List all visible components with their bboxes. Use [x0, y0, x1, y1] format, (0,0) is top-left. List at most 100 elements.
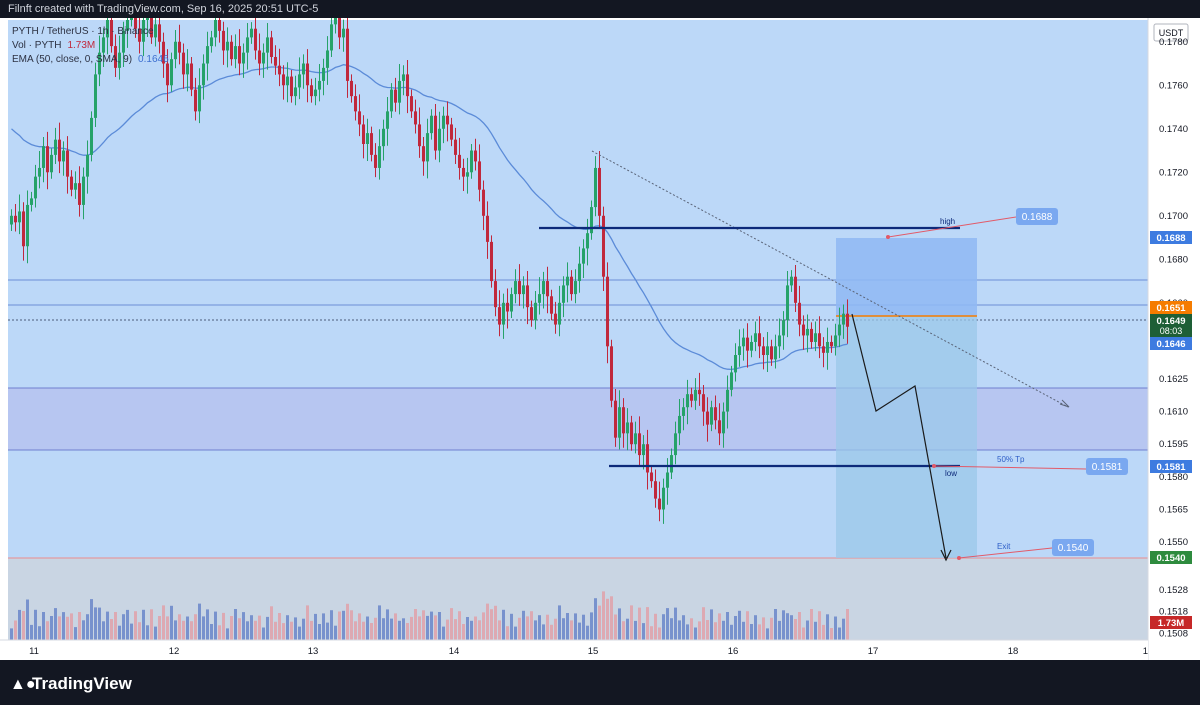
volume-bar	[10, 628, 13, 640]
candle-body	[746, 337, 749, 351]
candle-body	[574, 281, 577, 295]
candle-body	[26, 204, 29, 247]
volume-bar	[138, 622, 141, 640]
volume-bar	[130, 623, 133, 640]
volume-bar	[122, 614, 125, 640]
candle-body	[502, 302, 505, 325]
chart-legend[interactable]: PYTH / TetherUS · 1h · Binance Vol · PYT…	[12, 26, 169, 65]
candle-body	[402, 74, 405, 81]
candle-body	[318, 80, 321, 90]
volume-bar	[458, 611, 461, 640]
volume-bar	[770, 617, 773, 640]
candle-body	[758, 333, 761, 347]
volume-bar	[646, 607, 649, 640]
volume-bar	[342, 610, 345, 640]
candle-body	[182, 52, 185, 75]
tp-price-tag	[1150, 460, 1192, 473]
candle-body	[322, 67, 325, 81]
volume-bar	[334, 625, 337, 640]
volume-bar	[782, 610, 785, 640]
tp-callout-box[interactable]	[1086, 458, 1128, 475]
chart-area[interactable]: high low 0.1688 50% Tp 0.1581 Exit 0.154…	[0, 0, 1200, 660]
volume-bar	[378, 605, 381, 640]
candle-body	[90, 117, 93, 155]
volume-bar	[186, 616, 189, 640]
volume-bar	[70, 613, 73, 640]
volume-bar	[118, 625, 121, 640]
projection-path[interactable]	[851, 313, 947, 559]
volume-bar	[414, 609, 417, 640]
candle-body	[734, 355, 737, 373]
candle-body	[838, 324, 841, 336]
volume-bar	[174, 620, 177, 640]
candle-body	[238, 46, 241, 64]
high-callout-line	[887, 216, 1017, 238]
candle-body	[774, 346, 777, 360]
price-tick-label: 0.1720	[1159, 167, 1188, 178]
volume-bar	[606, 598, 609, 640]
projection-arrow-icon	[940, 549, 952, 562]
candle-body	[374, 154, 377, 168]
candle-body	[230, 41, 233, 60]
candle-body	[478, 161, 481, 190]
high-callout-box[interactable]	[1016, 208, 1058, 225]
candle-body	[158, 24, 161, 42]
volume-bar	[678, 620, 681, 640]
candle-body	[194, 89, 197, 112]
candle-body	[290, 76, 293, 97]
candle-body	[378, 146, 381, 168]
volume-bar	[50, 616, 53, 640]
candle-body	[610, 346, 613, 401]
volume-bar	[610, 596, 613, 640]
volume-bar	[502, 609, 505, 640]
volume-bar	[362, 621, 365, 640]
time-tick-label: 16	[728, 646, 739, 657]
candle-body	[414, 111, 417, 125]
time-axis[interactable]	[0, 640, 1148, 660]
candle-body	[14, 215, 17, 223]
candle-body	[522, 285, 525, 295]
candle-body	[162, 41, 165, 64]
price-chart[interactable]: high low 0.1688 50% Tp 0.1581 Exit 0.154…	[0, 0, 1200, 660]
candle-body	[306, 63, 309, 86]
volume-bar	[470, 620, 473, 640]
candle-body	[646, 444, 649, 473]
candle-body	[794, 276, 797, 303]
volume-bar	[550, 624, 553, 640]
candle-body	[810, 328, 813, 342]
candle-body	[66, 150, 69, 177]
volume-bar	[218, 625, 221, 640]
volume-bar	[142, 609, 145, 640]
time-tick-label: 14	[449, 646, 460, 657]
volume-bar	[702, 607, 705, 640]
price-tick-label: 0.1518	[1159, 607, 1188, 618]
candle-body	[802, 324, 805, 336]
candle-body	[62, 150, 65, 162]
exit-callout-box[interactable]	[1052, 539, 1094, 556]
volume-bar	[658, 627, 661, 640]
candle-body	[706, 411, 709, 425]
volume-bar	[234, 609, 237, 640]
candle-body	[198, 85, 201, 112]
candle-body	[434, 115, 437, 151]
tp-price-tag-text: 0.1581	[1156, 462, 1186, 473]
volume-bar	[598, 605, 601, 640]
candle-body	[614, 400, 617, 438]
volume-bar	[738, 610, 741, 640]
volume-bar	[166, 616, 169, 640]
volume-bar	[454, 619, 457, 640]
candle-body	[490, 241, 493, 282]
candle-body	[390, 89, 393, 112]
volume-bar	[134, 611, 137, 640]
candle-body	[274, 56, 277, 66]
candle-body	[254, 28, 257, 51]
candle-body	[418, 124, 421, 147]
candle-body	[166, 63, 169, 86]
volume-bar	[622, 621, 625, 640]
volume-bar	[434, 615, 437, 640]
volume-bar	[46, 621, 49, 640]
currency-badge[interactable]	[1153, 23, 1189, 42]
currency-label: USDT	[1159, 28, 1184, 38]
candle-body	[330, 24, 333, 51]
candle-body	[42, 146, 45, 168]
